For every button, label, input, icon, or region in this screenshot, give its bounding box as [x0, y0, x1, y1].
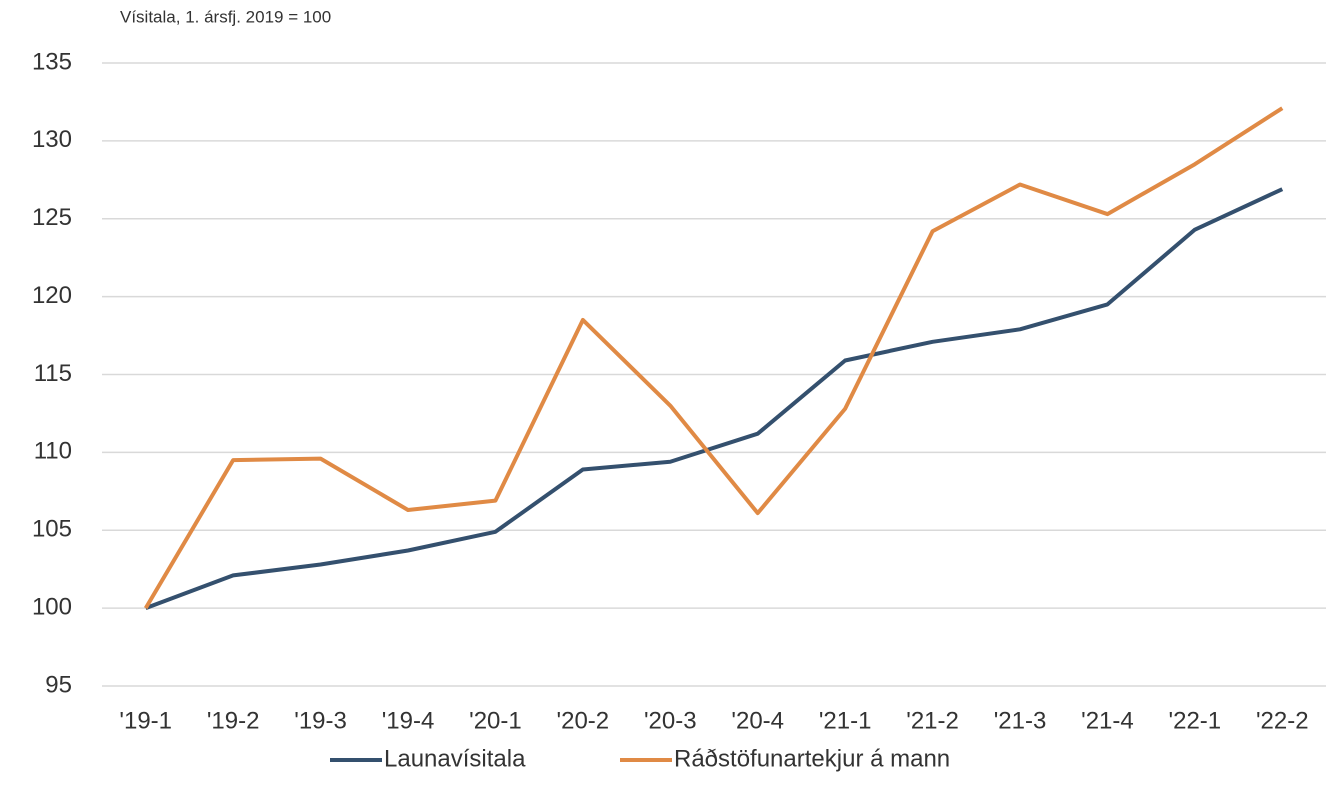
- x-tick-label: '20-2: [557, 707, 610, 734]
- x-tick-label: '20-4: [731, 707, 784, 734]
- x-tick-label: '19-2: [207, 707, 260, 734]
- x-tick-label: '19-3: [294, 707, 347, 734]
- x-tick-label: '19-1: [119, 707, 172, 734]
- y-tick-label: 135: [32, 48, 72, 75]
- x-tick-label: '21-4: [1081, 707, 1134, 734]
- y-tick-label: 95: [45, 671, 72, 698]
- x-tick-label: '21-1: [819, 707, 872, 734]
- series-line: [145, 187, 1284, 610]
- y-tick-label: 120: [32, 282, 72, 309]
- x-tick-label: '19-4: [382, 707, 435, 734]
- x-tick-label: '20-3: [644, 707, 697, 734]
- y-tick-label: 130: [32, 126, 72, 153]
- x-tick-label: '22-1: [1169, 707, 1222, 734]
- y-tick-label: 115: [34, 360, 72, 387]
- chart-subtitle: Vísitala, 1. ársfj. 2019 = 100: [120, 7, 331, 26]
- legend-label: Launavísitala: [384, 745, 526, 772]
- y-tick-label: 125: [32, 204, 72, 231]
- y-tick-label: 110: [34, 438, 72, 465]
- x-tick-label: '21-3: [994, 707, 1047, 734]
- y-tick-label: 100: [32, 593, 72, 620]
- x-tick-label: '22-2: [1256, 707, 1309, 734]
- y-tick-label: 105: [32, 516, 72, 543]
- x-tick-label: '20-1: [469, 707, 522, 734]
- x-tick-label: '21-2: [906, 707, 959, 734]
- series-line: [143, 106, 1284, 610]
- legend-label: Ráðstöfunartekjur á mann: [674, 745, 950, 772]
